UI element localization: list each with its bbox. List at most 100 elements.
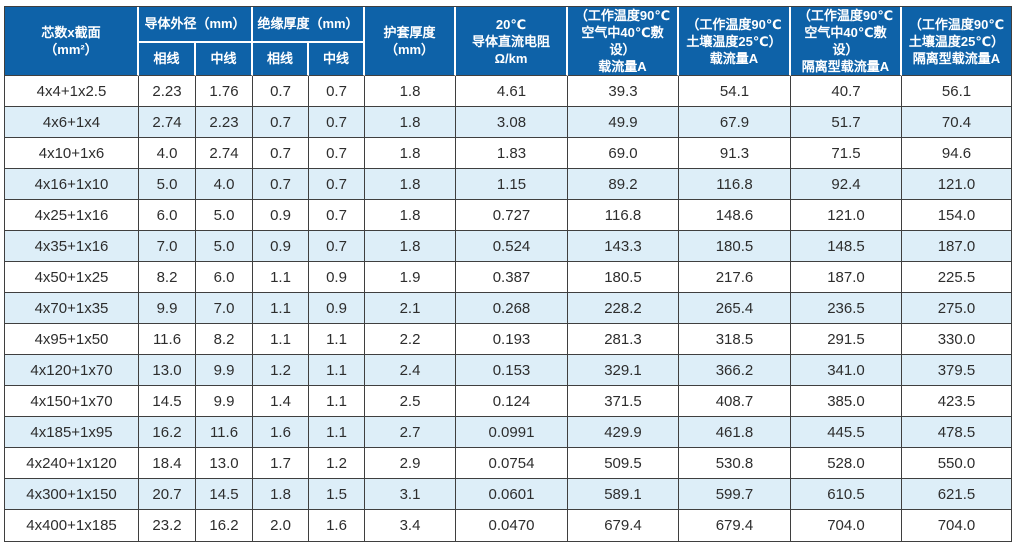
cell-value: 0.727 xyxy=(456,200,568,231)
cell-value: 0.9 xyxy=(309,293,365,324)
table-row: 4x25+1x16 6.0 5.0 0.9 0.7 1.8 0.727 116.8 148.6 1… xyxy=(5,200,1011,231)
cell-value: 3.08 xyxy=(456,107,568,138)
cell-value: 2.0 xyxy=(253,510,309,541)
cell-value: 0.124 xyxy=(456,386,568,417)
cell-value: 0.7 xyxy=(253,169,309,200)
cell-core-section: 4x120+1x70 xyxy=(5,355,139,386)
cell-value: 0.7 xyxy=(309,107,365,138)
cell-value: 0.524 xyxy=(456,231,568,262)
cell-value: 4.0 xyxy=(139,138,196,169)
cell-value: 9.9 xyxy=(196,386,253,417)
cell-value: 14.5 xyxy=(196,479,253,510)
cell-value: 121.0 xyxy=(791,200,902,231)
cell-value: 0.0991 xyxy=(456,417,568,448)
header-ampacity-soil-isolated: （工作温度90℃ 土壤温度25℃） 隔离型载流量A xyxy=(902,7,1011,76)
cell-value: 1.2 xyxy=(253,355,309,386)
cell-value: 2.23 xyxy=(139,76,196,107)
cell-value: 40.7 xyxy=(791,76,902,107)
cell-value: 0.268 xyxy=(456,293,568,324)
cell-value: 2.23 xyxy=(196,107,253,138)
cell-value: 2.1 xyxy=(365,293,456,324)
cell-value: 2.2 xyxy=(365,324,456,355)
cell-value: 1.1 xyxy=(253,324,309,355)
cell-value: 291.5 xyxy=(791,324,902,355)
cell-value: 154.0 xyxy=(902,200,1011,231)
cell-value: 1.1 xyxy=(253,293,309,324)
cell-value: 1.7 xyxy=(253,448,309,479)
cell-value: 9.9 xyxy=(139,293,196,324)
cell-value: 1.83 xyxy=(456,138,568,169)
cell-value: 1.8 xyxy=(253,479,309,510)
table-row: 4x10+1x6 4.0 2.74 0.7 0.7 1.8 1.83 69.0 91.3 71.5… xyxy=(5,138,1011,169)
cell-value: 143.3 xyxy=(568,231,679,262)
header-insulation-thickness: 绝缘厚度（mm） xyxy=(253,7,365,43)
cell-value: 6.0 xyxy=(196,262,253,293)
cell-value: 0.0601 xyxy=(456,479,568,510)
cell-value: 89.2 xyxy=(568,169,679,200)
cell-value: 8.2 xyxy=(196,324,253,355)
cell-value: 478.5 xyxy=(902,417,1011,448)
cell-value: 13.0 xyxy=(196,448,253,479)
table-header: 芯数x截面 （mm²） 导体外径（mm） 绝缘厚度（mm） 护套厚度 （mm） … xyxy=(5,7,1011,76)
cell-value: 1.8 xyxy=(365,231,456,262)
cell-value: 0.7 xyxy=(309,231,365,262)
cell-value: 265.4 xyxy=(679,293,791,324)
cell-value: 13.0 xyxy=(139,355,196,386)
cell-value: 0.0754 xyxy=(456,448,568,479)
cell-value: 0.7 xyxy=(309,138,365,169)
cell-value: 5.0 xyxy=(196,231,253,262)
table-row: 4x6+1x4 2.74 2.23 0.7 0.7 1.8 3.08 49.9 67.9 51.7… xyxy=(5,107,1011,138)
cell-value: 1.1 xyxy=(253,262,309,293)
cell-value: 1.1 xyxy=(309,324,365,355)
cell-value: 121.0 xyxy=(902,169,1011,200)
cell-value: 379.5 xyxy=(902,355,1011,386)
cell-value: 1.9 xyxy=(365,262,456,293)
cell-value: 23.2 xyxy=(139,510,196,541)
cell-value: 0.7 xyxy=(253,76,309,107)
cell-value: 281.3 xyxy=(568,324,679,355)
table-row: 4x35+1x16 7.0 5.0 0.9 0.7 1.8 0.524 143.3 180.5 1… xyxy=(5,231,1011,262)
subheader-neutral-wire: 中线 xyxy=(196,42,253,76)
cell-core-section: 4x6+1x4 xyxy=(5,107,139,138)
cell-core-section: 4x185+1x95 xyxy=(5,417,139,448)
cell-value: 5.0 xyxy=(139,169,196,200)
table-row: 4x50+1x25 8.2 6.0 1.1 0.9 1.9 0.387 180.5 217.6 1… xyxy=(5,262,1011,293)
cell-value: 2.5 xyxy=(365,386,456,417)
cell-value: 91.3 xyxy=(679,138,791,169)
header-ampacity-air-isolated: （工作温度90℃ 空气中40℃敷设） 隔离型载流量A xyxy=(791,7,902,76)
cell-value: 1.8 xyxy=(365,200,456,231)
cell-value: 2.7 xyxy=(365,417,456,448)
cell-value: 679.4 xyxy=(568,510,679,541)
cell-value: 1.4 xyxy=(253,386,309,417)
cell-value: 371.5 xyxy=(568,386,679,417)
cell-value: 0.9 xyxy=(253,200,309,231)
cell-value: 2.74 xyxy=(196,138,253,169)
cell-value: 275.0 xyxy=(902,293,1011,324)
cell-core-section: 4x400+1x185 xyxy=(5,510,139,541)
table-row: 4x120+1x70 13.0 9.9 1.2 1.1 2.4 0.153 329.1 366.… xyxy=(5,355,1011,386)
cell-value: 9.9 xyxy=(196,355,253,386)
cell-core-section: 4x25+1x16 xyxy=(5,200,139,231)
cell-value: 0.193 xyxy=(456,324,568,355)
table-row: 4x400+1x185 23.2 16.2 2.0 1.6 3.4 0.0470 679.4 6… xyxy=(5,510,1011,541)
table-row: 4x16+1x10 5.0 4.0 0.7 0.7 1.8 1.15 89.2 116.8 92.… xyxy=(5,169,1011,200)
table-row: 4x300+1x150 20.7 14.5 1.8 1.5 3.1 0.0601 589.1 5… xyxy=(5,479,1011,510)
table-row: 4x95+1x50 11.6 8.2 1.1 1.1 2.2 0.193 281.3 318.5… xyxy=(5,324,1011,355)
cell-value: 2.9 xyxy=(365,448,456,479)
cell-value: 5.0 xyxy=(196,200,253,231)
cell-value: 14.5 xyxy=(139,386,196,417)
cell-value: 599.7 xyxy=(679,479,791,510)
cell-value: 550.0 xyxy=(902,448,1011,479)
cell-value: 187.0 xyxy=(902,231,1011,262)
cell-value: 1.15 xyxy=(456,169,568,200)
cell-value: 528.0 xyxy=(791,448,902,479)
cell-value: 329.1 xyxy=(568,355,679,386)
cell-value: 0.7 xyxy=(309,76,365,107)
cell-value: 318.5 xyxy=(679,324,791,355)
cell-value: 330.0 xyxy=(902,324,1011,355)
cell-value: 3.1 xyxy=(365,479,456,510)
table-row: 4x185+1x95 16.2 11.6 1.6 1.1 2.7 0.0991 429.9 46… xyxy=(5,417,1011,448)
cell-value: 228.2 xyxy=(568,293,679,324)
subheader-phase-wire: 相线 xyxy=(253,42,309,76)
cell-value: 8.2 xyxy=(139,262,196,293)
